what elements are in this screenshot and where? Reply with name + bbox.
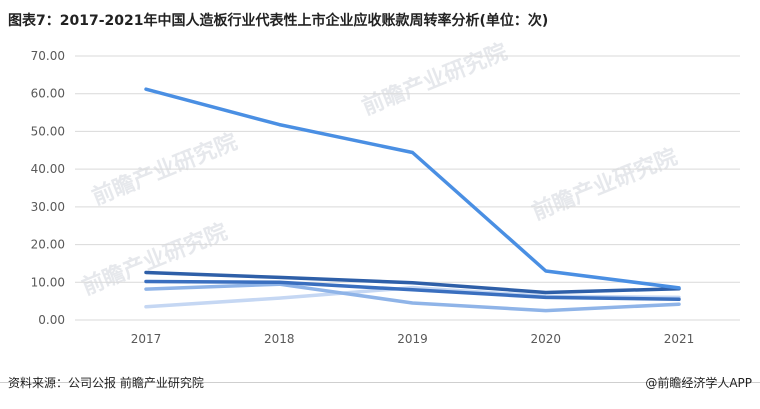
x-tick-label: 2019 [397, 332, 428, 346]
series-line-4 [144, 282, 681, 313]
x-tick-label: 2017 [131, 332, 162, 346]
series-line-1 [144, 87, 681, 290]
y-tick-label: 60.00 [31, 87, 65, 101]
y-tick-label: 10.00 [31, 275, 65, 289]
y-tick-label: 50.00 [31, 124, 65, 138]
series-line-3 [144, 279, 681, 302]
chart-svg: 前瞻产业研究院 前瞻产业研究院 前瞻产业研究院 前瞻产业研究院 0.0010.0… [31, 39, 740, 346]
x-tick-label: 2021 [664, 332, 695, 346]
source-note: 资料来源：公司公报 前瞻产业研究院 [8, 376, 204, 390]
series-lines [144, 87, 681, 313]
y-tick-label: 30.00 [31, 200, 65, 214]
series-line-2 [144, 270, 681, 295]
footer-divider [0, 382, 760, 409]
watermark: 前瞻产业研究院 [358, 39, 511, 121]
watermark: 前瞻产业研究院 [528, 144, 681, 226]
x-tick-label: 2020 [530, 332, 561, 346]
y-tick-label: 70.00 [31, 49, 65, 63]
x-tick-label: 2018 [264, 332, 295, 346]
brand-label: @前瞻经济学人APP [645, 376, 752, 390]
y-tick-label: 40.00 [31, 162, 65, 176]
y-axis-ticks: 0.00 10.00 20.00 30.00 40.00 50.00 60.00 70.00 [31, 49, 65, 327]
y-tick-label: 0.00 [38, 313, 65, 327]
y-tick-label: 20.00 [31, 238, 65, 252]
chart-title: 图表7：2017-2021年中国人造板行业代表性上市企业应收账款周转率分析(单位… [8, 13, 549, 29]
x-axis-ticks: 2017 2018 2019 2020 2021 [131, 332, 695, 346]
